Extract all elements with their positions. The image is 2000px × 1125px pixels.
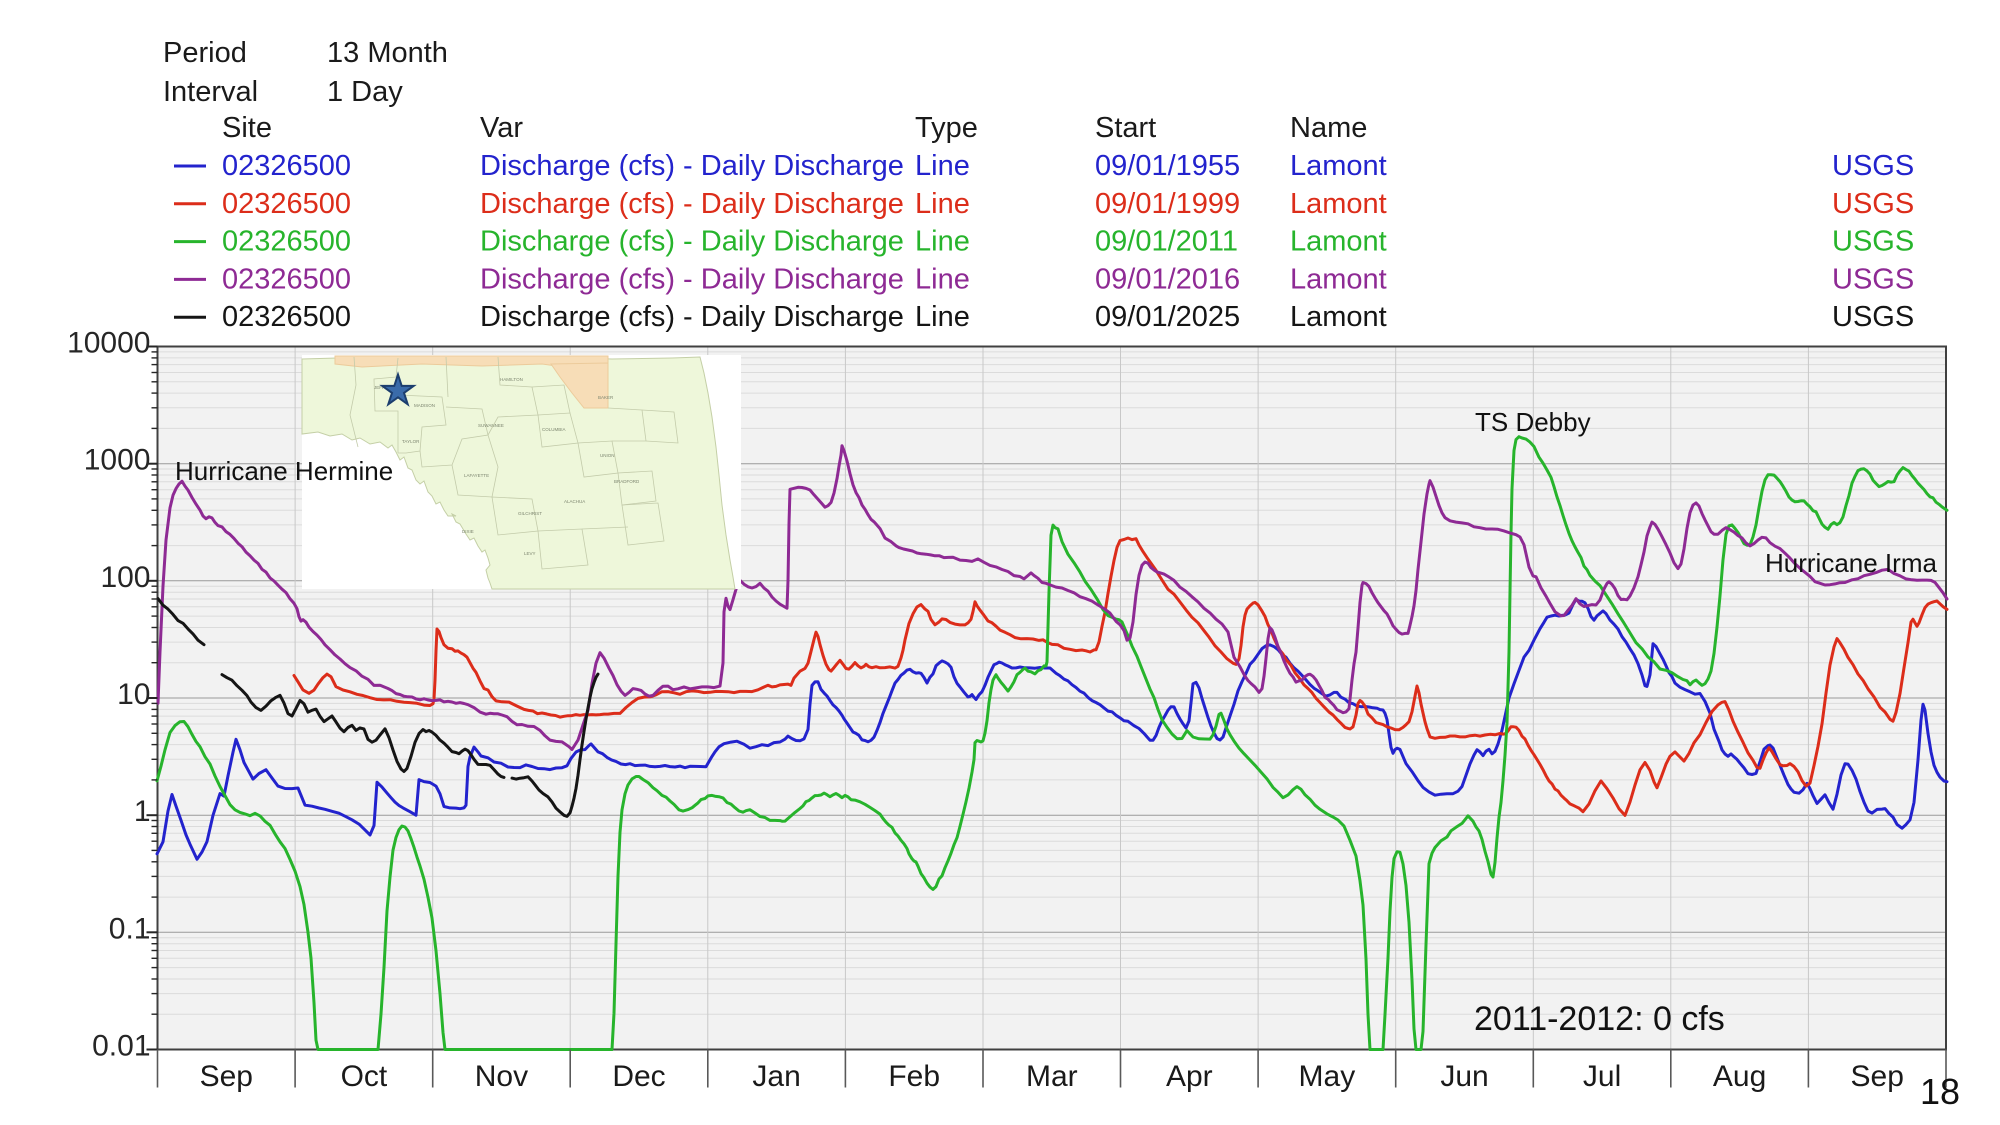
svg-text:02326500: 02326500 (222, 150, 351, 182)
svg-text:Oct: Oct (341, 1060, 388, 1093)
svg-text:09/01/1955: 09/01/1955 (1095, 150, 1240, 182)
svg-text:DIXIE: DIXIE (462, 529, 474, 534)
svg-text:SUWANNEE: SUWANNEE (478, 423, 504, 428)
svg-text:Jul: Jul (1583, 1060, 1621, 1093)
svg-text:Lamont: Lamont (1290, 301, 1387, 333)
svg-text:BAKER: BAKER (598, 395, 614, 400)
svg-text:Hurricane Hermine: Hurricane Hermine (175, 456, 393, 486)
svg-text:May: May (1299, 1060, 1356, 1093)
svg-text:02326500: 02326500 (222, 263, 351, 295)
svg-text:USGS: USGS (1832, 188, 1914, 220)
svg-text:Site: Site (222, 112, 272, 144)
svg-text:Name: Name (1290, 112, 1367, 144)
svg-text:Line: Line (915, 150, 970, 182)
svg-text:Type: Type (915, 112, 978, 144)
svg-text:Discharge (cfs) - Daily Discha: Discharge (cfs) - Daily Discharge (480, 263, 904, 295)
svg-text:Sep: Sep (200, 1060, 253, 1093)
svg-text:Period: Period (163, 37, 247, 69)
svg-text:USGS: USGS (1832, 226, 1914, 258)
svg-text:02326500: 02326500 (222, 226, 351, 258)
svg-text:Lamont: Lamont (1290, 188, 1387, 220)
svg-text:100: 100 (100, 561, 150, 594)
svg-text:Jun: Jun (1440, 1060, 1488, 1093)
svg-text:09/01/2016: 09/01/2016 (1095, 263, 1240, 295)
svg-text:Nov: Nov (475, 1060, 528, 1093)
svg-text:Dec: Dec (612, 1060, 665, 1093)
svg-text:Sep: Sep (1851, 1060, 1904, 1093)
svg-text:USGS: USGS (1832, 150, 1914, 182)
svg-text:Discharge (cfs) - Daily Discha: Discharge (cfs) - Daily Discharge (480, 150, 904, 182)
svg-text:Discharge (cfs) - Daily Discha: Discharge (cfs) - Daily Discharge (480, 226, 904, 258)
svg-text:Line: Line (915, 301, 970, 333)
svg-text:0.1: 0.1 (109, 912, 151, 945)
svg-text:09/01/2025: 09/01/2025 (1095, 301, 1240, 333)
svg-text:USGS: USGS (1832, 301, 1914, 333)
svg-text:1: 1 (134, 795, 151, 828)
svg-text:1000: 1000 (84, 444, 151, 477)
svg-text:Aug: Aug (1713, 1060, 1766, 1093)
svg-text:Line: Line (915, 188, 970, 220)
svg-text:Lamont: Lamont (1290, 263, 1387, 295)
svg-text:LEVY: LEVY (524, 551, 536, 556)
svg-text:Line: Line (915, 263, 970, 295)
svg-text:Var: Var (480, 112, 523, 144)
svg-text:HAMILTON: HAMILTON (500, 377, 523, 382)
svg-text:10: 10 (117, 678, 150, 711)
svg-text:18: 18 (1920, 1071, 1960, 1112)
svg-text:Interval: Interval (163, 76, 258, 108)
svg-text:ALACHUA: ALACHUA (564, 499, 585, 504)
svg-text:Discharge (cfs) - Daily Discha: Discharge (cfs) - Daily Discharge (480, 301, 904, 333)
svg-text:Mar: Mar (1026, 1060, 1078, 1093)
svg-text:Jan: Jan (752, 1060, 800, 1093)
svg-text:TAYLOR: TAYLOR (402, 439, 420, 444)
svg-text:10000: 10000 (67, 327, 150, 360)
svg-text:Lamont: Lamont (1290, 226, 1387, 258)
svg-text:Hurricane Irma: Hurricane Irma (1765, 548, 1937, 578)
svg-text:GILCHRIST: GILCHRIST (518, 511, 542, 516)
svg-text:MADISON: MADISON (414, 403, 435, 408)
svg-text:Start: Start (1095, 112, 1156, 144)
svg-text:Apr: Apr (1166, 1060, 1213, 1093)
svg-text:Line: Line (915, 226, 970, 258)
svg-text:02326500: 02326500 (222, 301, 351, 333)
svg-text:2011-2012: 0 cfs: 2011-2012: 0 cfs (1474, 1000, 1725, 1038)
svg-text:COLUMBIA: COLUMBIA (542, 427, 566, 432)
svg-text:0.01: 0.01 (92, 1030, 150, 1063)
svg-text:Discharge (cfs) - Daily Discha: Discharge (cfs) - Daily Discharge (480, 188, 904, 220)
svg-text:UNION: UNION (600, 453, 615, 458)
svg-text:Feb: Feb (888, 1060, 940, 1093)
svg-text:USGS: USGS (1832, 263, 1914, 295)
svg-text:1 Day: 1 Day (327, 76, 403, 108)
svg-text:Lamont: Lamont (1290, 150, 1387, 182)
svg-text:09/01/1999: 09/01/1999 (1095, 188, 1240, 220)
svg-text:TS Debby: TS Debby (1475, 407, 1591, 437)
svg-text:09/01/2011: 09/01/2011 (1095, 226, 1238, 258)
svg-text:13 Month: 13 Month (327, 37, 448, 69)
svg-text:LAFAYETTE: LAFAYETTE (464, 473, 489, 478)
svg-text:BRADFORD: BRADFORD (614, 479, 640, 484)
svg-text:02326500: 02326500 (222, 188, 351, 220)
